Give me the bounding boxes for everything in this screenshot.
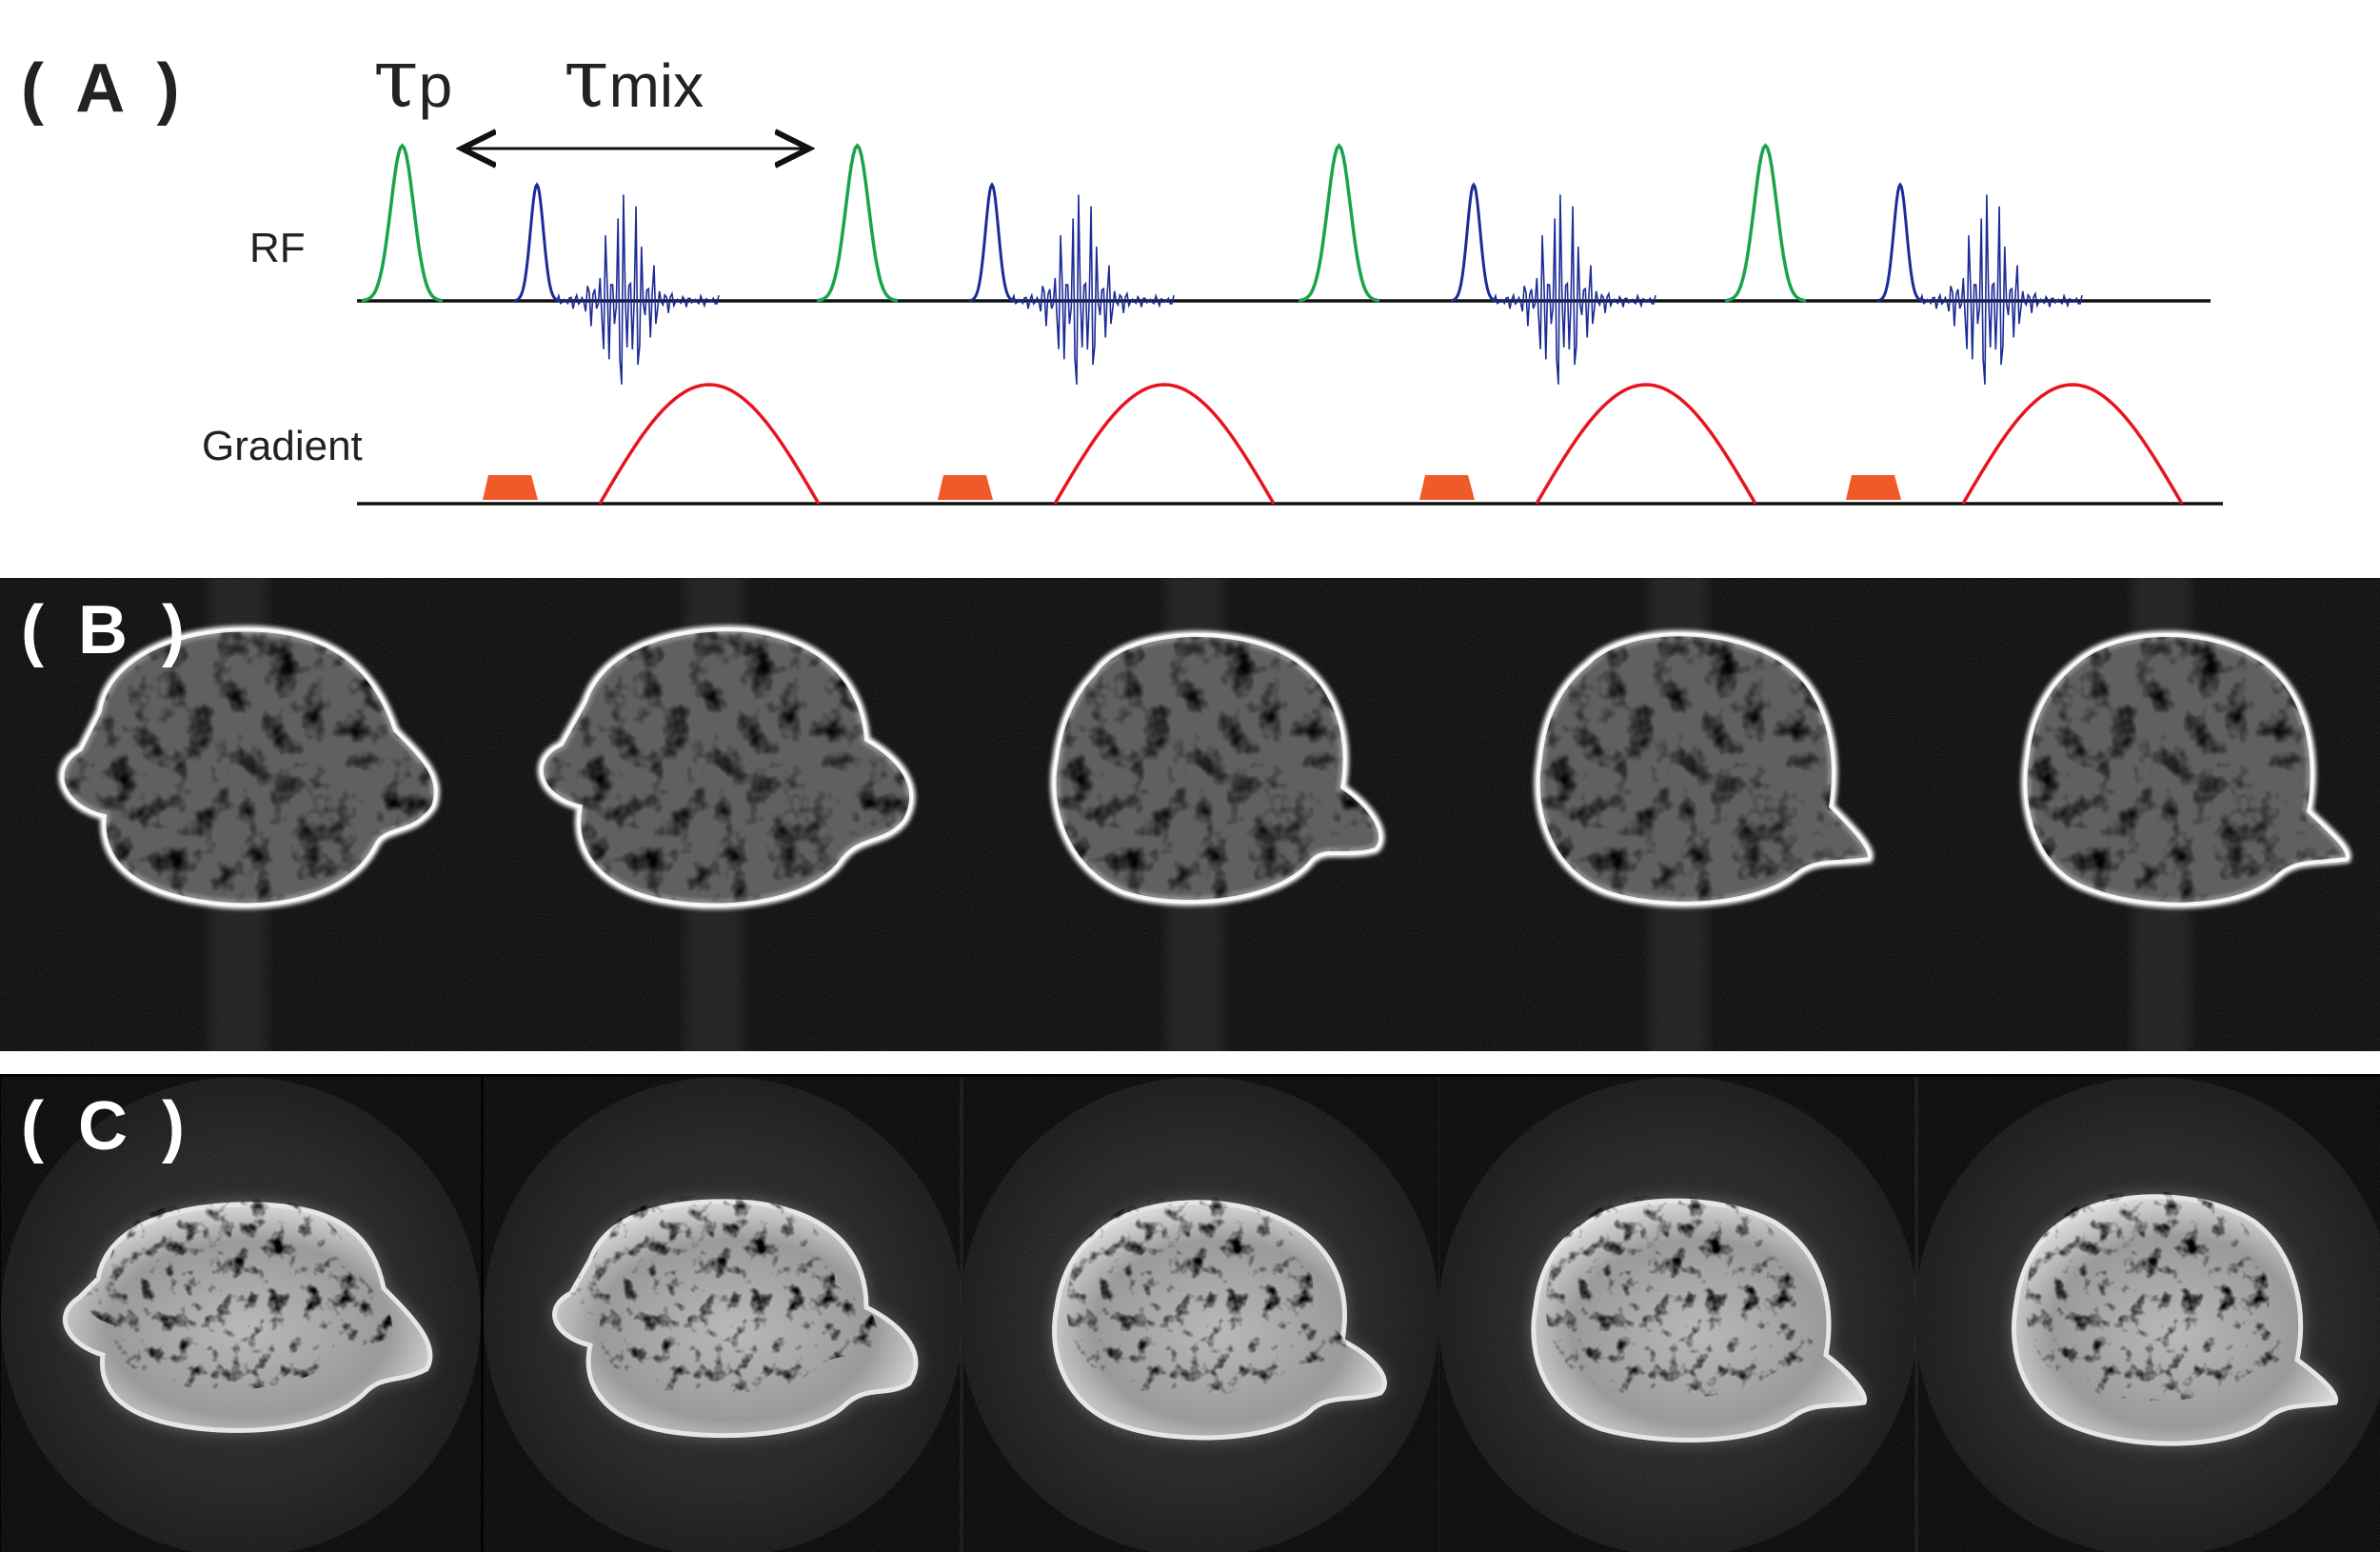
- tau-p-symbol: τ: [373, 31, 419, 127]
- lung-dark-regions: [541, 629, 912, 905]
- readout-pulse: [1876, 182, 1924, 303]
- panel-b-image-strip: [0, 578, 2380, 1051]
- readout-pulse: [1450, 182, 1497, 303]
- readout-pulse: [513, 182, 561, 303]
- lung-dark-regions: [82, 1197, 393, 1390]
- mri-slice-b-5: [2021, 578, 2352, 1051]
- lung-dark-regions: [1537, 634, 1870, 904]
- mri-slice-b-1: [58, 578, 441, 1051]
- mri-slice-c-3: [960, 1077, 1439, 1552]
- tissue-rim: [1052, 633, 1382, 904]
- gradient-block: [938, 475, 993, 500]
- panel-b-mri-row: ( B ): [0, 578, 2380, 1051]
- gradient-lobe: [598, 383, 821, 505]
- sequence-repetitions: [361, 143, 2184, 505]
- excitation-pulse: [1298, 143, 1380, 303]
- gradient-block: [1419, 475, 1475, 500]
- echo-signal: [556, 194, 720, 385]
- gradient-lobe: [1535, 383, 1757, 505]
- excitation-pulse: [361, 143, 444, 303]
- gradient-lobe: [1053, 383, 1276, 505]
- lung-dark-regions: [2025, 1190, 2300, 1402]
- excitation-pulse: [1724, 143, 1807, 303]
- mri-slice-c-1: [1, 1077, 481, 1552]
- gradient-block: [483, 475, 538, 500]
- readout-pulse: [968, 182, 1016, 303]
- lung-dark-regions: [1545, 1194, 1828, 1399]
- gradient-axis-label: Gradient: [202, 423, 363, 469]
- tissue-rim: [2023, 633, 2350, 906]
- tau-mix-subscript: mix: [609, 51, 704, 120]
- rf-axis-label: RF: [249, 225, 306, 271]
- mri-slice-b-4: [1534, 578, 1874, 1051]
- tau-mix-symbol: τ: [564, 31, 609, 127]
- lung-dark-regions: [1066, 1195, 1348, 1396]
- tissue-rim: [539, 627, 914, 907]
- tissue-rim: [1536, 632, 1872, 905]
- gradient-lobe: [1961, 383, 2184, 505]
- panel-a-label: ( A ): [21, 50, 188, 127]
- lung-dark-regions: [570, 1195, 878, 1394]
- excitation-pulse: [816, 143, 899, 303]
- tau-p-label: τp: [373, 31, 452, 127]
- mri-slice-c-2: [484, 1077, 963, 1552]
- mri-slice-c-4: [1438, 1077, 1918, 1552]
- mri-slice-b-2: [537, 578, 916, 1051]
- panel-b-label: ( B ): [21, 592, 192, 668]
- tau-mix-label: τmix: [564, 31, 704, 127]
- echo-signal: [1011, 194, 1175, 385]
- sequence-repetition-1: [361, 143, 821, 505]
- echo-signal: [1919, 194, 2083, 385]
- panel-c-label: ( C ): [21, 1088, 192, 1164]
- lung-dark-regions: [2025, 635, 2348, 905]
- panel-c-mri-row: ( C ): [0, 1074, 2380, 1552]
- sequence-repetition-2: [816, 143, 1276, 505]
- mri-slice-b-3: [1050, 578, 1385, 1051]
- panel-a-pulse-sequence: ( A ) τp τmix RF Gradient: [0, 0, 2380, 571]
- panel-c-image-strip: [1, 1077, 2380, 1552]
- panel-b-slices: [0, 578, 2380, 1051]
- gradient-block: [1846, 475, 1901, 500]
- tau-p-subscript: p: [419, 51, 453, 120]
- lung-dark-regions: [1054, 635, 1381, 903]
- lung-dark-regions: [62, 629, 436, 905]
- sequence-repetition-4: [1724, 143, 2184, 505]
- pulse-sequence-diagram: τp τmix RF Gradient: [202, 31, 2223, 506]
- mri-slice-c-5: [1914, 1077, 2380, 1552]
- tissue-rim: [60, 627, 438, 907]
- sequence-repetition-3: [1298, 143, 1757, 505]
- echo-signal: [1493, 194, 1656, 385]
- panel-c-slices: [1, 1077, 2380, 1552]
